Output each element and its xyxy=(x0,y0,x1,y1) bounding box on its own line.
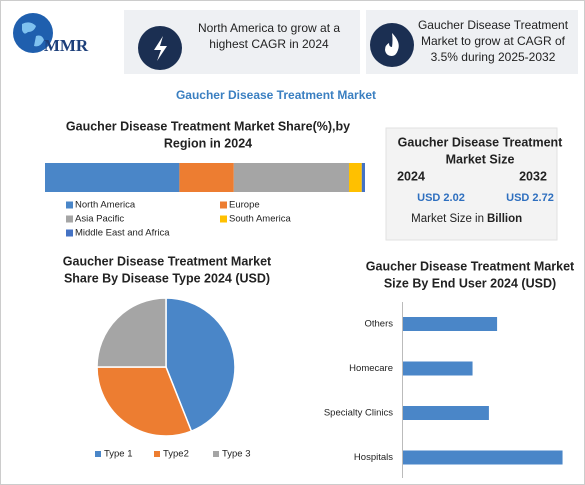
market-value: USD 2.72 xyxy=(506,192,554,204)
market-value: USD 2.02 xyxy=(417,192,465,204)
logo-text: MMR xyxy=(44,36,89,55)
legend-label: Middle East and Africa xyxy=(75,228,170,239)
y-tick-label: Specialty Clinics xyxy=(324,408,393,419)
main-title: Gaucher Disease Treatment Market xyxy=(176,88,376,102)
bar xyxy=(403,406,489,420)
bar-segment xyxy=(45,163,180,192)
card-text: highest CAGR in 2024 xyxy=(209,37,329,51)
legend-swatch xyxy=(220,215,227,223)
pie-slice xyxy=(165,297,236,433)
legend-label: North America xyxy=(75,200,136,211)
note: Market Size in xyxy=(411,213,484,225)
y-tick-label: Homecare xyxy=(349,363,393,374)
bar xyxy=(403,317,498,331)
legend-label: Type2 xyxy=(163,449,189,460)
bar-segment xyxy=(233,163,349,192)
logo-land xyxy=(22,22,44,47)
fire-icon xyxy=(385,33,399,56)
chart-title: Gaucher Disease Treatment Market Share(%… xyxy=(66,119,350,133)
y-tick-label: Others xyxy=(364,319,393,330)
legend-label: Type 1 xyxy=(104,449,133,460)
bar xyxy=(403,450,563,465)
card-text: Market to grow at CAGR of xyxy=(421,34,566,48)
legend-label: South America xyxy=(229,214,291,225)
chart-title: Share By Disease Type 2024 (USD) xyxy=(64,271,270,285)
card-text: Gaucher Disease Treatment xyxy=(418,18,569,32)
chart-title: Region in 2024 xyxy=(164,136,252,150)
logo: MMR xyxy=(13,13,89,55)
chart-title: Size By End User 2024 (USD) xyxy=(384,276,556,290)
year: 2024 xyxy=(397,169,425,183)
legend-swatch xyxy=(213,451,219,457)
chart-title: Gaucher Disease Treatment Market xyxy=(366,259,575,273)
pie-slice xyxy=(96,366,193,437)
legend-swatch xyxy=(66,201,73,209)
chart-title: Gaucher Disease Treatment Market xyxy=(63,254,272,268)
bar xyxy=(403,361,473,376)
card-text: 3.5% during 2025-2032 xyxy=(431,50,556,64)
card-title: Gaucher Disease Treatment xyxy=(398,135,563,149)
legend-label: Europe xyxy=(229,200,260,211)
logo-globe xyxy=(13,13,53,53)
note-unit: Billion xyxy=(487,213,522,225)
legend-swatch xyxy=(66,215,73,223)
legend-swatch xyxy=(154,451,160,457)
card-title: Market Size xyxy=(446,152,515,166)
pie-slice xyxy=(96,297,167,368)
legend-label: Asia Pacific xyxy=(75,214,124,225)
year: 2032 xyxy=(519,169,547,183)
bar-segment xyxy=(361,163,365,192)
legend-swatch xyxy=(66,229,73,237)
bar-segment xyxy=(349,163,362,192)
lightning-icon xyxy=(154,36,167,61)
legend-swatch xyxy=(95,451,101,457)
market-size-card xyxy=(385,127,558,241)
bar-segment xyxy=(179,163,234,192)
legend-label: Type 3 xyxy=(222,449,251,460)
y-tick-label: Hospitals xyxy=(354,452,393,463)
legend-swatch xyxy=(220,201,227,209)
card-text: North America to grow at a xyxy=(198,21,340,35)
card-icon xyxy=(370,23,414,67)
